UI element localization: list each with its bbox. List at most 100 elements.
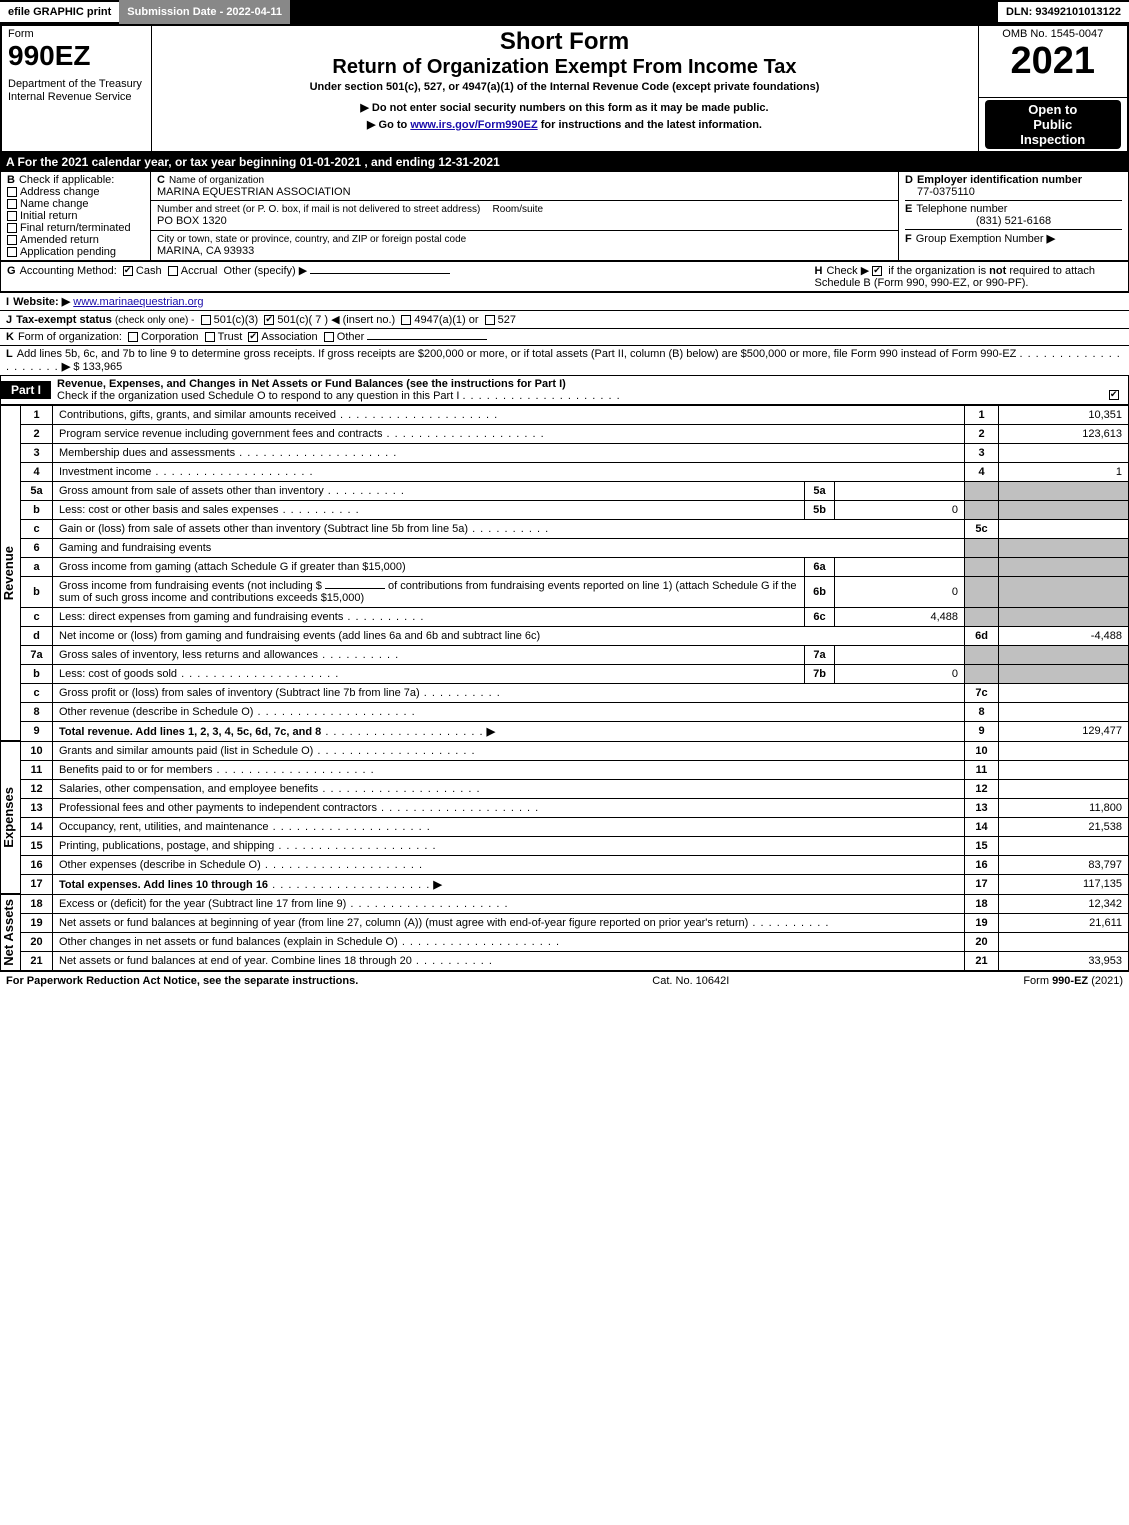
line-16-value: 83,797 bbox=[999, 855, 1129, 874]
opt-4947: 4947(a)(1) or bbox=[414, 314, 478, 326]
cb-schedule-b[interactable] bbox=[872, 266, 882, 276]
line-7c-num: c bbox=[21, 683, 53, 702]
opt-initial: Initial return bbox=[20, 210, 77, 222]
line-2-num: 2 bbox=[21, 424, 53, 443]
opt-assoc: Association bbox=[261, 331, 317, 343]
section-k: KForm of organization: Corporation Trust… bbox=[0, 328, 1129, 345]
irs-link[interactable]: www.irs.gov/Form990EZ bbox=[410, 119, 537, 131]
line-1-value: 10,351 bbox=[999, 405, 1129, 424]
line-9-arrow: ▶ bbox=[487, 726, 495, 738]
shaded-6a bbox=[965, 557, 999, 576]
name-label: Name of organization bbox=[169, 175, 264, 186]
line-21-value: 33,953 bbox=[999, 951, 1129, 970]
cb-527[interactable] bbox=[485, 315, 495, 325]
h-text1: Check ▶ bbox=[826, 265, 872, 277]
submission-date: Submission Date - 2022-04-11 bbox=[119, 0, 290, 24]
other-specify-line[interactable] bbox=[310, 273, 450, 274]
section-j: JTax-exempt status (check only one) - 50… bbox=[0, 310, 1129, 328]
line-4-num: 4 bbox=[21, 462, 53, 481]
footer-form-pre: Form bbox=[1023, 975, 1052, 987]
footer-form-bold: 990-EZ bbox=[1052, 975, 1088, 987]
cb-accrual[interactable] bbox=[168, 266, 178, 276]
line-12-box: 12 bbox=[965, 779, 999, 798]
cb-address-change[interactable] bbox=[7, 187, 17, 197]
line-16-num: 16 bbox=[21, 855, 53, 874]
efile-print[interactable]: efile GRAPHIC print bbox=[0, 0, 119, 24]
cb-final-return[interactable] bbox=[7, 223, 17, 233]
form-header: Form 990EZ Department of the Treasury In… bbox=[0, 24, 1129, 153]
cb-pending[interactable] bbox=[7, 247, 17, 257]
line-6b-sv: 0 bbox=[835, 576, 965, 607]
cb-501c3[interactable] bbox=[201, 315, 211, 325]
footer-cat: Cat. No. 10642I bbox=[652, 975, 729, 987]
ein-label: Employer identification number bbox=[917, 174, 1082, 186]
org-city: MARINA, CA 93933 bbox=[157, 245, 254, 257]
opt-other-org: Other bbox=[337, 331, 365, 343]
line-6b-num: b bbox=[21, 576, 53, 607]
cb-501c[interactable] bbox=[264, 315, 274, 325]
website-link[interactable]: www.marinaequestrian.org bbox=[73, 296, 203, 308]
open-line3: Inspection bbox=[989, 132, 1118, 147]
line-15-value bbox=[999, 836, 1129, 855]
line-19-text: Net assets or fund balances at beginning… bbox=[59, 917, 748, 929]
line-3-num: 3 bbox=[21, 443, 53, 462]
form-number: 990EZ bbox=[8, 40, 145, 72]
page-footer: For Paperwork Reduction Act Notice, see … bbox=[0, 971, 1129, 990]
cb-trust[interactable] bbox=[205, 332, 215, 342]
line-6a-num: a bbox=[21, 557, 53, 576]
cb-amended[interactable] bbox=[7, 235, 17, 245]
cb-4947[interactable] bbox=[401, 315, 411, 325]
cb-name-change[interactable] bbox=[7, 199, 17, 209]
line-7b-sv: 0 bbox=[835, 664, 965, 683]
cb-corp[interactable] bbox=[128, 332, 138, 342]
room-label: Room/suite bbox=[493, 204, 544, 215]
line-9-box: 9 bbox=[965, 721, 999, 741]
tax-year: 2021 bbox=[985, 40, 1122, 83]
under-section: Under section 501(c), 527, or 4947(a)(1)… bbox=[158, 79, 972, 95]
cb-schedule-o-part1[interactable] bbox=[1109, 390, 1119, 400]
cb-cash[interactable] bbox=[123, 266, 133, 276]
group-arrow: ▶ bbox=[1047, 233, 1055, 245]
line-3-box: 3 bbox=[965, 443, 999, 462]
cb-assoc[interactable] bbox=[248, 332, 258, 342]
cb-other-org[interactable] bbox=[324, 332, 334, 342]
line-5a-sv bbox=[835, 481, 965, 500]
line-6d-box: 6d bbox=[965, 626, 999, 645]
part1-label: Part I bbox=[1, 381, 51, 399]
line-6d-num: d bbox=[21, 626, 53, 645]
return-title: Return of Organization Exempt From Incom… bbox=[158, 56, 972, 79]
ein-value: 77-0375110 bbox=[905, 186, 1122, 198]
org-address: PO BOX 1320 bbox=[157, 215, 227, 227]
line-8-value bbox=[999, 702, 1129, 721]
line-11-value bbox=[999, 760, 1129, 779]
line-6c-text: Less: direct expenses from gaming and fu… bbox=[59, 611, 343, 623]
line-6d-text: Net income or (loss) from gaming and fun… bbox=[59, 630, 540, 642]
line-7b-sb: 7b bbox=[805, 664, 835, 683]
opt-501c3: 501(c)(3) bbox=[214, 314, 259, 326]
line-6c-sv: 4,488 bbox=[835, 607, 965, 626]
opt-amended: Amended return bbox=[20, 234, 99, 246]
line-3-value bbox=[999, 443, 1129, 462]
line-9-value: 129,477 bbox=[999, 721, 1129, 741]
open-line2: Public bbox=[989, 117, 1118, 132]
cb-initial-return[interactable] bbox=[7, 211, 17, 221]
open-to-public: Open to Public Inspection bbox=[985, 100, 1122, 149]
line-5c-value bbox=[999, 519, 1129, 538]
shaded-6b bbox=[965, 576, 999, 607]
opt-trust: Trust bbox=[218, 331, 243, 343]
other-org-line[interactable] bbox=[367, 339, 487, 340]
line-10-text: Grants and similar amounts paid (list in… bbox=[59, 745, 313, 757]
opt-final: Final return/terminated bbox=[20, 222, 131, 234]
line-18-value: 12,342 bbox=[999, 894, 1129, 913]
line-6-text: Gaming and fundraising events bbox=[59, 542, 211, 554]
shaded-6a-v bbox=[999, 557, 1129, 576]
line-13-text: Professional fees and other payments to … bbox=[59, 802, 377, 814]
section-l-text: Add lines 5b, 6c, and 7b to line 9 to de… bbox=[17, 348, 1017, 360]
shaded-5a bbox=[965, 481, 999, 500]
h-not: not bbox=[989, 265, 1006, 277]
shaded-5b bbox=[965, 500, 999, 519]
line-4-box: 4 bbox=[965, 462, 999, 481]
6b-blank[interactable] bbox=[325, 588, 385, 589]
part1-header-row: Part I Revenue, Expenses, and Changes in… bbox=[0, 375, 1129, 405]
line-14-num: 14 bbox=[21, 817, 53, 836]
